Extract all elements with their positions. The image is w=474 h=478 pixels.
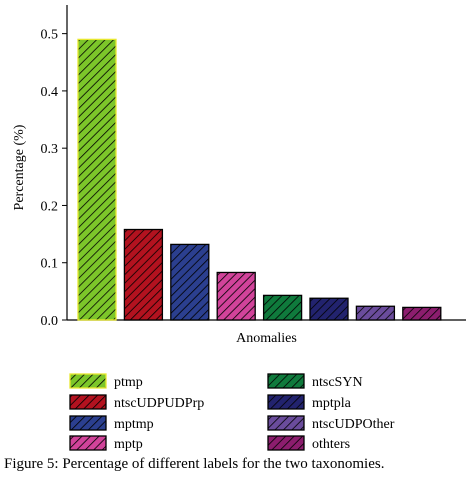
bar-hatch — [123, 228, 164, 321]
bar-ntscUDPOther — [355, 305, 396, 321]
legend-swatch-hatch — [69, 415, 107, 431]
legend-item: mptp — [69, 435, 143, 452]
legend-label: mptmp — [114, 417, 154, 432]
legend: ptmp ntscUDPUDPrp mptmp mptp ntscSYN mptpla nt… — [69, 373, 395, 452]
legend-swatch-hatch — [267, 415, 305, 431]
chart-bars — [77, 38, 442, 321]
y-tick-label: 0.5 — [41, 28, 59, 43]
bar-chart: 0.0 0.1 0.2 0.3 0.4 0.5 Percentage (%) Anomal… — [12, 5, 466, 452]
legend-swatch-hatch — [69, 373, 107, 389]
bar-hatch — [309, 297, 349, 321]
y-tick-label: 0.2 — [41, 199, 59, 214]
bar-ntscSYN — [262, 294, 303, 321]
legend-label: ntscSYN — [312, 375, 363, 390]
y-tick-label: 0.4 — [41, 85, 59, 100]
legend-item: ntscUDPOther — [267, 415, 395, 432]
y-axis-title: Percentage (%) — [12, 124, 27, 210]
legend-item: mptpla — [267, 394, 352, 411]
legend-item: ntscSYN — [267, 373, 363, 390]
bar-mptp — [216, 271, 256, 321]
bar-mptmp — [170, 243, 210, 321]
bar-hatch — [216, 271, 256, 321]
legend-swatch-hatch — [267, 394, 305, 410]
bar-mptpla — [309, 297, 349, 321]
bar-ptmp — [77, 38, 117, 321]
bar-hatch — [170, 243, 210, 321]
legend-swatch-hatch — [267, 435, 305, 451]
legend-swatch-hatch — [69, 394, 107, 410]
figure-caption: Figure 5: Percentage of different labels… — [4, 456, 385, 472]
legend-item: othters — [267, 435, 350, 452]
bar-ntscUDPUDPrp — [123, 228, 164, 321]
legend-swatch-hatch — [69, 435, 107, 451]
legend-item: mptmp — [69, 415, 154, 432]
x-axis-title: Anomalies — [236, 331, 297, 346]
legend-item: ptmp — [69, 373, 143, 390]
legend-label: othters — [312, 437, 350, 452]
legend-item: ntscUDPUDPrp — [69, 394, 204, 411]
y-tick-label: 0.0 — [41, 314, 59, 329]
legend-label: mptpla — [312, 396, 352, 411]
legend-label: ntscUDPOther — [312, 417, 395, 432]
bar-hatch — [77, 38, 117, 321]
legend-label: ptmp — [114, 375, 143, 390]
bar-hatch — [262, 294, 303, 321]
legend-label: ntscUDPUDPrp — [114, 396, 204, 411]
bar-others — [402, 306, 442, 321]
legend-swatch-hatch — [267, 373, 305, 389]
bar-hatch — [355, 305, 396, 321]
bar-hatch — [402, 306, 442, 321]
y-axis-ticks: 0.0 0.1 0.2 0.3 0.4 0.5 — [41, 28, 67, 329]
y-tick-label: 0.3 — [41, 142, 59, 157]
legend-label: mptp — [114, 437, 143, 452]
y-tick-label: 0.1 — [41, 257, 59, 272]
